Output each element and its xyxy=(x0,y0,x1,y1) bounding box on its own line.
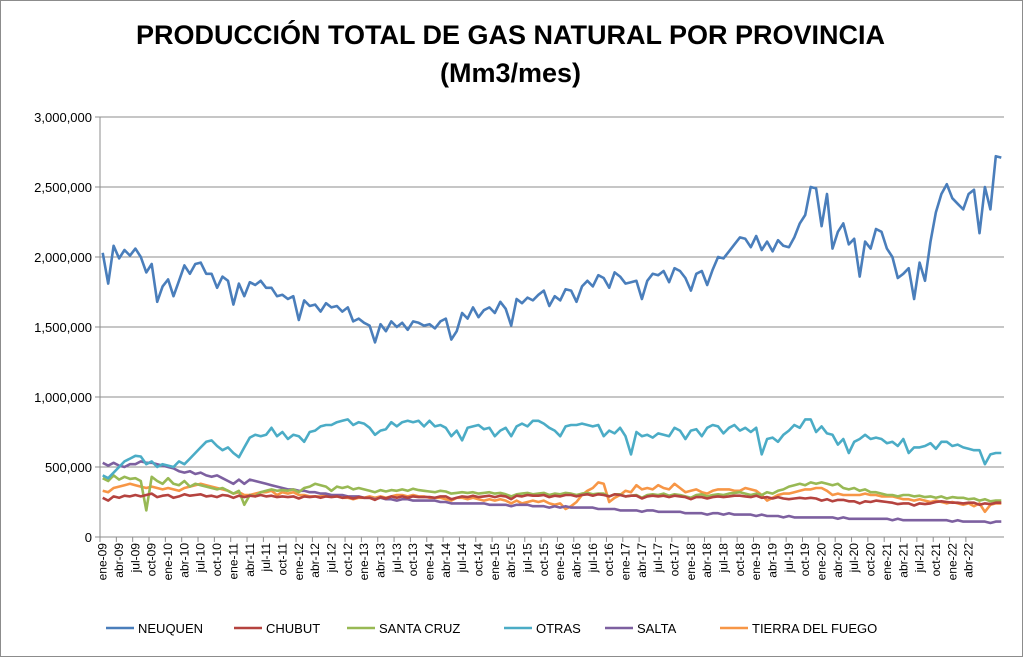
x-tick-label: oct-14 xyxy=(471,543,485,577)
x-tick-label: jul-09 xyxy=(128,543,142,574)
legend-label: TIERRA DEL FUEGO xyxy=(752,621,877,636)
x-tick-label: oct-17 xyxy=(668,543,682,577)
x-tick-label: jul-19 xyxy=(782,543,796,574)
legend-label: SALTA xyxy=(637,621,677,636)
legend-label: NEUQUEN xyxy=(138,621,203,636)
y-tick-label: 2,000,000 xyxy=(34,250,92,265)
y-tick-label: 2,500,000 xyxy=(34,180,92,195)
legend-label: SANTA CRUZ xyxy=(379,621,460,636)
series-lines xyxy=(101,154,1002,525)
x-tick-label: ene-14 xyxy=(422,543,436,581)
x-tick-label: abr-14 xyxy=(439,543,453,578)
x-tick-label: jul-10 xyxy=(194,543,208,574)
x-tick-label: oct-16 xyxy=(602,543,616,577)
y-tick-label: 1,500,000 xyxy=(34,320,92,335)
x-tick-label: ene-10 xyxy=(161,543,175,581)
y-axis-ticks: 0 500,000 1,000,000 1,500,000 2,000,000 2,500… xyxy=(34,110,100,545)
x-tick-label: jul-12 xyxy=(324,543,338,574)
x-tick-label: abr-20 xyxy=(831,543,845,578)
series-line-neuquen xyxy=(101,154,1002,344)
x-tick-label: oct-18 xyxy=(733,543,747,577)
x-tick-label: jul-17 xyxy=(651,543,665,574)
x-tick-label: ene-15 xyxy=(488,543,502,581)
x-tick-label: abr-16 xyxy=(570,543,584,578)
chart-title: PRODUCCIÓN TOTAL DE GAS NATURAL POR PROV… xyxy=(0,16,1021,92)
x-tick-label: abr-21 xyxy=(896,543,910,578)
series-line-otras xyxy=(102,418,1002,480)
x-tick-label: oct-11 xyxy=(275,543,289,576)
x-tick-label: jul-18 xyxy=(717,543,731,574)
x-tick-label: abr-11 xyxy=(243,543,257,577)
x-tick-label: jul-11 xyxy=(259,543,273,573)
axes xyxy=(99,117,1004,538)
x-tick-label: jul-16 xyxy=(586,543,600,574)
x-tick-label: oct-12 xyxy=(341,543,355,577)
y-tick-label: 1,000,000 xyxy=(34,390,92,405)
x-tick-label: oct-20 xyxy=(864,543,878,577)
y-tick-label: 500,000 xyxy=(45,460,92,475)
x-tick-label: ene-09 xyxy=(96,543,110,581)
x-tick-label: ene-12 xyxy=(292,543,306,581)
x-tick-label: oct-21 xyxy=(929,543,943,577)
y-tick-label: 3,000,000 xyxy=(34,110,92,125)
x-tick-label: abr-19 xyxy=(766,543,780,578)
x-axis-ticks: ene-09 abr-09 jul-09 oct-09 ene-10 abr-10 jul-… xyxy=(96,537,976,580)
x-tick-label: ene-18 xyxy=(684,543,698,581)
x-tick-label: jul-20 xyxy=(847,543,861,574)
x-tick-label: abr-22 xyxy=(962,543,976,578)
legend-label: CHUBUT xyxy=(266,621,320,636)
x-tick-label: ene-13 xyxy=(357,543,371,581)
x-tick-label: oct-19 xyxy=(798,543,812,577)
x-tick-label: oct-15 xyxy=(537,543,551,577)
x-tick-label: oct-13 xyxy=(406,543,420,577)
series-line-chubut xyxy=(102,492,1002,507)
x-tick-label: ene-19 xyxy=(749,543,763,581)
series-line-tierra-del-fuego xyxy=(102,481,1002,514)
legend-label: OTRAS xyxy=(536,621,581,636)
x-tick-label: abr-17 xyxy=(635,543,649,578)
x-tick-label: abr-18 xyxy=(700,543,714,578)
x-tick-label: jul-13 xyxy=(390,543,404,574)
x-tick-label: ene-20 xyxy=(815,543,829,581)
x-tick-label: ene-16 xyxy=(553,543,567,581)
x-tick-label: jul-21 xyxy=(913,543,927,574)
x-tick-label: abr-15 xyxy=(504,543,518,578)
x-tick-label: ene-17 xyxy=(619,543,633,581)
x-tick-label: abr-13 xyxy=(373,543,387,578)
x-tick-label: ene-22 xyxy=(945,543,959,581)
chart-title-line2: (Mm3/mes) xyxy=(439,58,582,88)
x-tick-label: abr-10 xyxy=(177,543,191,578)
y-tick-label: 0 xyxy=(85,530,92,545)
gridlines xyxy=(100,116,1004,468)
x-tick-label: oct-09 xyxy=(145,543,159,577)
x-tick-label: ene-21 xyxy=(880,543,894,581)
series-line-salta xyxy=(102,460,1002,525)
x-tick-label: jul-15 xyxy=(520,543,534,574)
x-tick-label: jul-14 xyxy=(455,543,469,574)
x-tick-label: abr-09 xyxy=(112,543,126,578)
chart-title-line1: PRODUCCIÓN TOTAL DE GAS NATURAL POR PROV… xyxy=(135,20,886,50)
x-tick-label: oct-10 xyxy=(210,543,224,577)
x-tick-label: abr-12 xyxy=(308,543,322,578)
legend: NEUQUEN CHUBUT SANTA CRUZ OTRAS SALTA TIERRA … xyxy=(106,621,877,636)
x-tick-label: ene-11 xyxy=(226,543,240,580)
